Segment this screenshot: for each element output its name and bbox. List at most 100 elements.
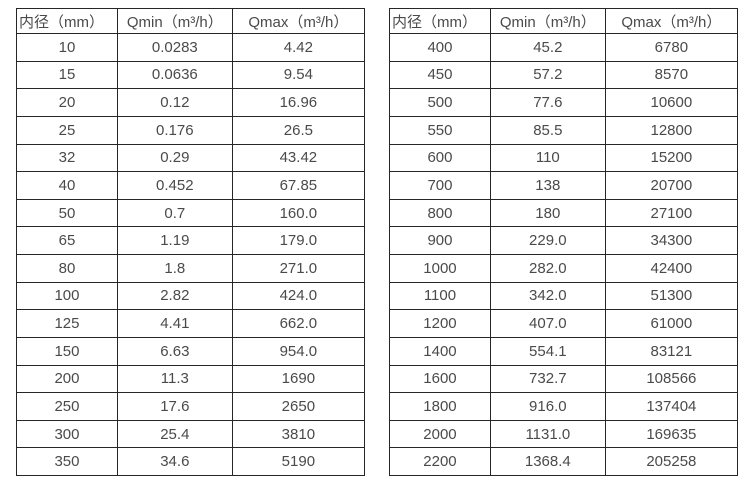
table-row: 10 0.0283 4.42: [16, 33, 366, 62]
diameter-cell: 10: [16, 33, 118, 62]
qmin-cell: 342.0: [489, 281, 606, 311]
col-header-qmin: Qmin（m³/h）: [116, 8, 233, 34]
qmax-cell: 954.0: [231, 336, 366, 366]
qmax-cell: 108566: [604, 364, 739, 394]
qmin-cell: 282.0: [489, 254, 606, 283]
diameter-cell: 900: [389, 226, 491, 255]
diameter-cell: 100: [16, 281, 118, 311]
diameter-cell: 450: [389, 60, 491, 90]
diameter-cell: 350: [16, 447, 118, 476]
qmin-cell: 85.5: [489, 115, 606, 145]
table-row: 1200 407.0 61000: [389, 309, 739, 338]
qmax-cell: 271.0: [231, 254, 366, 283]
table-row: 1600 732.7 108566: [389, 364, 739, 394]
table-row: 450 57.2 8570: [389, 60, 739, 90]
diameter-cell: 250: [16, 392, 118, 421]
table-row: 2000 1131.0 169635: [389, 419, 739, 449]
diameter-cell: 20: [16, 88, 118, 117]
table-row: 700 138 20700: [389, 171, 739, 200]
col-header-qmin: Qmin（m³/h）: [489, 8, 606, 34]
table-row: 1000 282.0 42400: [389, 254, 739, 283]
diameter-cell: 1000: [389, 254, 491, 283]
table-row: 350 34.6 5190: [16, 447, 366, 476]
qmin-cell: 0.176: [116, 115, 233, 145]
qmax-cell: 15200: [604, 143, 739, 173]
qmin-cell: 0.12: [116, 88, 233, 117]
qmax-cell: 16.96: [231, 88, 366, 117]
diameter-cell: 500: [389, 88, 491, 117]
qmax-cell: 424.0: [231, 281, 366, 311]
qmin-cell: 229.0: [489, 226, 606, 255]
qmax-cell: 34300: [604, 226, 739, 255]
qmin-cell: 77.6: [489, 88, 606, 117]
table-row: 100 2.82 424.0: [16, 281, 366, 311]
diameter-cell: 400: [389, 33, 491, 62]
qmin-cell: 1.19: [116, 226, 233, 255]
flow-table-small-diameters: 内径（mm） Qmin（m³/h） Qmax（m³/h） 10 0.0283 4.4…: [16, 8, 366, 476]
table-row: 40 0.452 67.85: [16, 171, 366, 200]
table-row: 600 110 15200: [389, 143, 739, 173]
header-row: 内径（mm） Qmin（m³/h） Qmax（m³/h）: [16, 8, 366, 34]
diameter-cell: 40: [16, 171, 118, 200]
table-row: 250 17.6 2650: [16, 392, 366, 421]
table-row: 32 0.29 43.42: [16, 143, 366, 173]
diameter-cell: 15: [16, 60, 118, 90]
qmin-cell: 4.41: [116, 309, 233, 338]
qmin-cell: 1368.4: [489, 447, 606, 476]
qmin-cell: 732.7: [489, 364, 606, 394]
qmax-cell: 51300: [604, 281, 739, 311]
qmax-cell: 26.5: [231, 115, 366, 145]
table-row: 1400 554.1 83121: [389, 336, 739, 366]
qmin-cell: 0.29: [116, 143, 233, 173]
table-body: 10 0.0283 4.42 15 0.0636 9.54 20 0.12 16.96 25 0.1…: [16, 33, 366, 476]
diameter-cell: 600: [389, 143, 491, 173]
qmax-cell: 179.0: [231, 226, 366, 255]
qmin-cell: 0.0283: [116, 33, 233, 62]
table-row: 20 0.12 16.96: [16, 88, 366, 117]
table-row: 400 45.2 6780: [389, 33, 739, 62]
diameter-cell: 800: [389, 198, 491, 228]
qmax-cell: 2650: [231, 392, 366, 421]
qmin-cell: 2.82: [116, 281, 233, 311]
qmin-cell: 17.6: [116, 392, 233, 421]
qmin-cell: 110: [489, 143, 606, 173]
table-row: 200 11.3 1690: [16, 364, 366, 394]
diameter-cell: 700: [389, 171, 491, 200]
qmax-cell: 67.85: [231, 171, 366, 200]
qmax-cell: 169635: [604, 419, 739, 449]
flow-table-large-diameters: 内径（mm） Qmin（m³/h） Qmax（m³/h） 400 45.2 6780…: [389, 8, 739, 476]
qmax-cell: 20700: [604, 171, 739, 200]
qmax-cell: 137404: [604, 392, 739, 421]
qmax-cell: 83121: [604, 336, 739, 366]
diameter-cell: 80: [16, 254, 118, 283]
qmax-cell: 42400: [604, 254, 739, 283]
qmin-cell: 407.0: [489, 309, 606, 338]
qmin-cell: 1.8: [116, 254, 233, 283]
diameter-cell: 150: [16, 336, 118, 366]
qmax-cell: 27100: [604, 198, 739, 228]
qmin-cell: 0.7: [116, 198, 233, 228]
diameter-cell: 1400: [389, 336, 491, 366]
table-row: 500 77.6 10600: [389, 88, 739, 117]
table-row: 25 0.176 26.5: [16, 115, 366, 145]
diameter-cell: 1800: [389, 392, 491, 421]
diameter-cell: 65: [16, 226, 118, 255]
col-header-diameter: 内径（mm）: [389, 8, 491, 34]
qmax-cell: 662.0: [231, 309, 366, 338]
qmax-cell: 8570: [604, 60, 739, 90]
diameter-cell: 50: [16, 198, 118, 228]
qmin-cell: 916.0: [489, 392, 606, 421]
table-row: 300 25.4 3810: [16, 419, 366, 449]
qmin-cell: 34.6: [116, 447, 233, 476]
qmin-cell: 11.3: [116, 364, 233, 394]
diameter-cell: 2000: [389, 419, 491, 449]
diameter-cell: 25: [16, 115, 118, 145]
col-header-qmax: Qmax（m³/h）: [231, 8, 366, 34]
diameter-cell: 200: [16, 364, 118, 394]
qmin-cell: 138: [489, 171, 606, 200]
qmin-cell: 0.452: [116, 171, 233, 200]
qmin-cell: 1131.0: [489, 419, 606, 449]
table-row: 1100 342.0 51300: [389, 281, 739, 311]
table-row: 50 0.7 160.0: [16, 198, 366, 228]
